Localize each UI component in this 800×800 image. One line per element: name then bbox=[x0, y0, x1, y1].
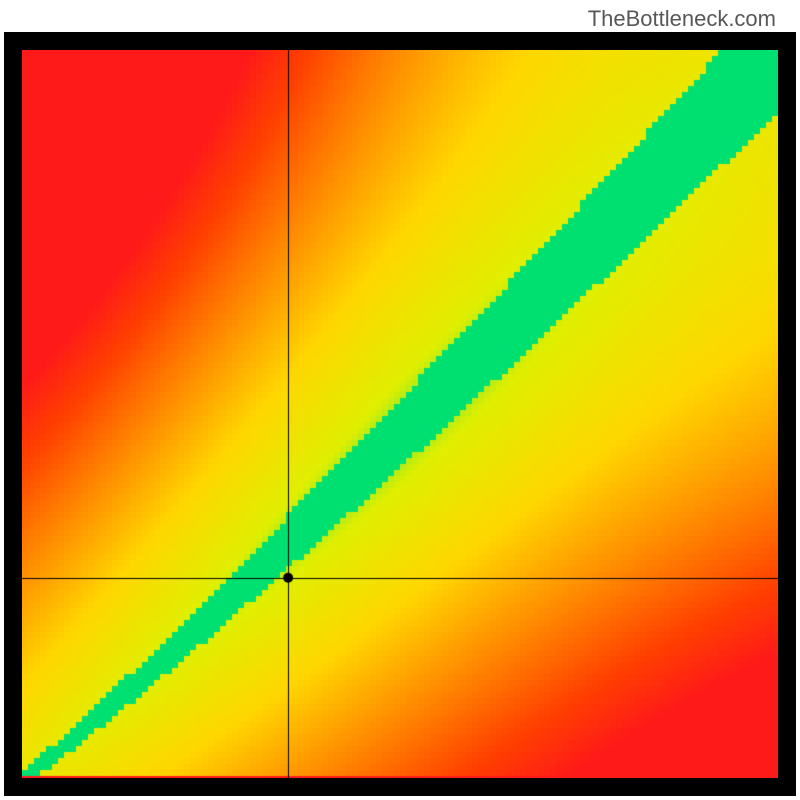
watermark-text: TheBottleneck.com bbox=[588, 6, 776, 32]
crosshair-overlay bbox=[22, 50, 778, 778]
frame-right bbox=[778, 32, 796, 796]
frame-top bbox=[4, 32, 796, 50]
frame-left bbox=[4, 32, 22, 796]
frame-bottom bbox=[4, 778, 796, 796]
chart-container: TheBottleneck.com bbox=[0, 0, 800, 800]
